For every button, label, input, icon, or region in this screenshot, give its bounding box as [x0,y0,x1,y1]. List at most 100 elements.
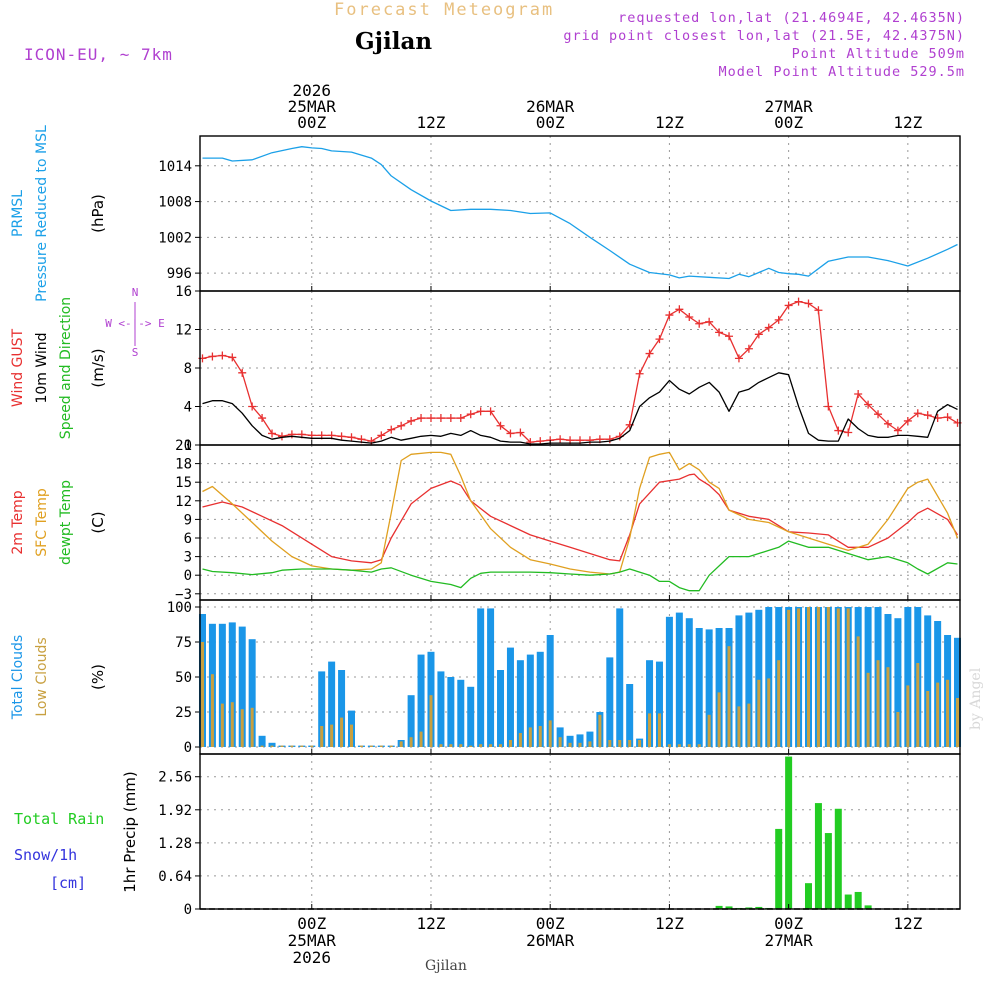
time-label-bottom: 00Z [536,914,565,933]
low-cloud-bar [896,712,900,747]
total-cloud-bar [655,661,663,747]
total-cloud-bar [218,623,226,747]
low-cloud-bar [648,713,652,747]
total-cloud-bar [497,670,505,747]
model-label: ICON-EU, ~ 7km [24,45,173,64]
gust-marker [655,335,664,344]
precip-bar [844,894,852,909]
gust-marker [943,413,952,422]
y-tick-label: 9 [184,512,192,528]
total-cloud-bar [546,635,554,747]
y-tick-label: 0.64 [158,869,192,885]
point-altitude: Point Altitude 509m [791,46,965,62]
total-cloud-bar [695,628,703,747]
total-cloud-bar [616,608,624,747]
low-cloud-bar [936,682,940,747]
low-cloud-bar [459,744,463,747]
y-tick-label: 8 [184,361,192,377]
watermark: by Angel [968,667,984,730]
low-cloud-bar [439,744,443,747]
precip-bar [745,907,753,909]
gust-marker [496,421,505,430]
low-cloud-bar [916,663,920,747]
total-cloud-bar [506,647,514,747]
series-line-10m-wind [202,372,958,445]
gust-marker [417,414,426,423]
series-line-sfc-temp [202,451,959,575]
low-cloud-bar [489,744,493,747]
y-axis-label: (C) [89,511,107,533]
gust-marker [764,323,773,332]
low-cloud-bar [806,607,810,747]
gust-marker [506,429,515,438]
y-axis-label: (m/s) [89,348,107,387]
total-cloud-bar [765,607,773,747]
y-tick-label: 4 [184,400,192,416]
total-cloud-bar [248,639,256,747]
low-cloud-bar [866,672,870,747]
low-cloud-bar [687,744,691,747]
gust-marker [476,407,485,416]
total-cloud-bar [705,629,713,747]
panel-side-label: Wind GUST [10,328,26,407]
low-cloud-bar [578,742,582,747]
low-cloud-bar [657,713,661,747]
y-tick-label: 25 [175,705,192,721]
total-cloud-bar [477,608,485,747]
precip-bar [785,756,793,909]
y-tick-label: 18 [175,457,192,473]
time-label-top: 27MAR [765,97,814,116]
low-cloud-bar [926,691,930,747]
gust-marker [725,332,734,341]
panel-side-label: Snow/1h [14,846,77,864]
low-cloud-bar [886,667,890,747]
precip-bar [725,906,733,909]
total-cloud-bar [447,677,455,747]
time-label-top: 12Z [417,113,446,132]
low-cloud-bar [767,678,771,747]
series-line-prmsl [202,146,958,280]
y-tick-label: 12 [175,323,192,339]
time-label-bottom: 00Z [297,914,326,933]
time-label-bottom: 25MAR [288,931,337,950]
gust-marker [347,433,356,442]
precip-bar [775,828,783,909]
series-line-wind-gust [202,300,958,443]
gust-marker [705,317,714,326]
series-line-2m-temp [202,473,959,564]
total-cloud-bar [457,679,465,747]
y-axis-label: (%) [89,664,107,690]
low-cloud-bar [876,660,880,747]
location-title: Gjilan [355,28,433,55]
time-label-top: 00Z [536,113,565,132]
precip-bar [864,905,872,909]
y-tick-label: 1002 [158,230,192,246]
total-cloud-bar [576,734,584,747]
footer-location: Gjilan [425,958,467,974]
time-label-bottom: 2026 [292,948,331,967]
low-cloud-bar [290,745,294,747]
gust-marker [844,428,853,437]
low-cloud-bar [538,726,542,747]
panel-1: PRMSL Pressure Reduced to MSL (hPa) [10,125,961,302]
total-cloud-bar [536,651,544,747]
gust-marker [466,410,475,419]
gust-marker [854,389,863,398]
total-cloud-bar [417,654,425,747]
y-tick-label: 0 [184,438,192,454]
total-cloud-bar [954,637,962,747]
y-tick-label: 1014 [158,159,192,175]
total-cloud-bar [338,670,346,747]
low-cloud-bar [667,744,671,747]
gust-marker [883,419,892,428]
panel-side-label: Speed and Direction [58,297,74,439]
low-cloud-bar [677,744,681,747]
panel-frame [199,444,961,601]
gust-marker [864,400,873,409]
gust-marker [436,414,445,423]
low-cloud-bar [777,660,781,747]
time-label-top: 12Z [893,113,922,132]
total-cloud-bar [755,609,763,747]
low-cloud-bar [797,608,801,747]
